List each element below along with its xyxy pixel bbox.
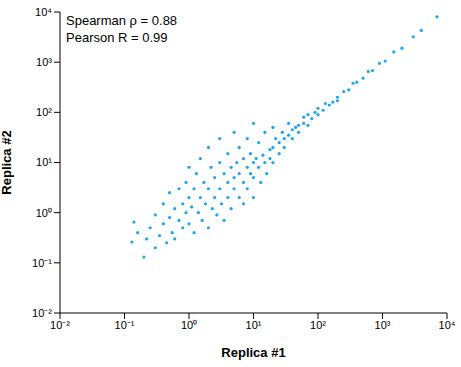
svg-text:Replica #1: Replica #1	[221, 345, 285, 360]
svg-text:10¹: 10¹	[246, 319, 262, 331]
html-text:Spearman ρ = 0.88: Spearman ρ = 0.88	[66, 13, 178, 28]
svg-text:10⁴: 10⁴	[35, 6, 52, 18]
svg-text:10⁻¹: 10⁻¹	[115, 319, 135, 331]
svg-text:10³: 10³	[375, 319, 391, 331]
svg-text:10³: 10³	[36, 56, 52, 68]
svg-text:10¹: 10¹	[36, 156, 52, 168]
svg-text:10⁻¹: 10⁻¹	[32, 257, 52, 269]
svg-text:10⁴: 10⁴	[439, 319, 453, 331]
svg-text:10⁻²: 10⁻²	[32, 307, 52, 319]
svg-text:10⁻²: 10⁻²	[50, 319, 70, 331]
svg-text:Replica #2: Replica #2	[8, 130, 14, 194]
svg-text:10²: 10²	[36, 106, 52, 118]
svg-text:10⁰: 10⁰	[36, 207, 52, 219]
svg-text:10²: 10²	[310, 319, 326, 331]
svg-text:10⁰: 10⁰	[181, 319, 197, 331]
html-text:Pearson R = 0.99: Pearson R = 0.99	[66, 30, 168, 45]
